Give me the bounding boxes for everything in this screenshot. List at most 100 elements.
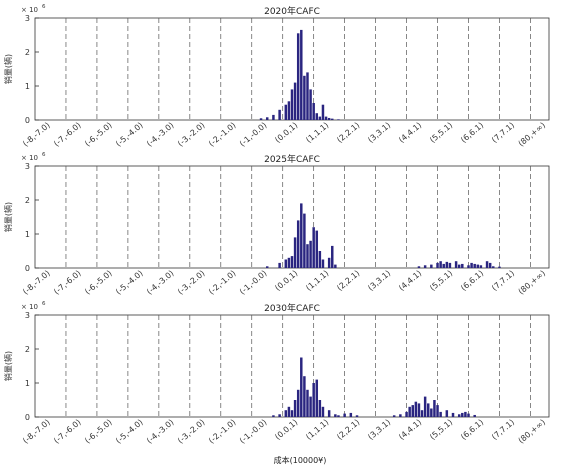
bar-33: [436, 405, 439, 417]
bar-28: [420, 410, 424, 417]
bar-18: [327, 117, 331, 120]
bar-38: [461, 412, 464, 417]
bar-1: [278, 414, 281, 417]
bar-18: [343, 413, 346, 417]
bar-17: [337, 415, 340, 417]
chart-title: 2030年CAFC: [264, 302, 320, 314]
bar-29: [467, 265, 470, 268]
y-tick-label: 2: [25, 48, 30, 57]
bar-37: [457, 414, 461, 417]
bar-40: [467, 413, 470, 417]
bar-12: [315, 230, 319, 268]
bar-32: [476, 264, 480, 268]
bar-0: [259, 118, 263, 120]
bar-13: [318, 400, 322, 417]
y-tick-label: 1: [25, 379, 30, 388]
y-multiplier-exponent: 6: [42, 4, 46, 10]
bar-25: [411, 405, 414, 417]
bar-27: [417, 403, 421, 417]
bar-20: [430, 264, 433, 268]
bar-34: [485, 261, 489, 268]
bar-0: [272, 415, 275, 417]
y-tick-label: 1: [25, 230, 30, 239]
y-tick-label: 3: [25, 162, 30, 171]
bar-7: [300, 357, 303, 417]
bar-5: [287, 101, 291, 120]
bar-3: [287, 257, 291, 268]
bar-27: [457, 264, 461, 268]
bar-24: [445, 261, 449, 268]
bar-20: [355, 415, 359, 417]
bar-19: [349, 412, 353, 417]
bar-32: [433, 400, 436, 417]
bar-8: [296, 33, 300, 120]
x-axis-label: 成本(10000¥): [274, 455, 327, 465]
bar-9: [300, 29, 303, 120]
bar-17: [334, 264, 337, 268]
bar-30: [470, 262, 473, 268]
bar-3: [287, 406, 291, 417]
bar-3: [278, 109, 281, 120]
bar-7: [300, 203, 303, 268]
bar-8: [303, 376, 306, 417]
bar-26: [414, 401, 418, 417]
y-tick-label: 3: [25, 14, 30, 23]
bar-22: [439, 261, 442, 268]
bar-1: [265, 117, 269, 120]
bar-39: [464, 411, 467, 417]
y-multiplier: × 10: [21, 303, 38, 311]
bar-1: [278, 262, 281, 268]
bar-21: [436, 262, 439, 268]
y-tick-label: 1: [25, 82, 30, 91]
bar-28: [461, 263, 464, 268]
bar-31: [473, 263, 476, 268]
bar-16: [331, 245, 334, 268]
bar-9: [306, 244, 309, 268]
bar-0: [265, 266, 269, 268]
bar-19: [331, 118, 334, 120]
y-tick-label: 0: [25, 264, 30, 273]
y-axis-label: 销量(辆): [3, 351, 13, 381]
y-axis-label: 销量(辆): [3, 202, 13, 232]
bar-4: [290, 410, 294, 417]
bar-5: [293, 400, 297, 417]
bar-18: [417, 266, 421, 268]
bar-11: [312, 383, 315, 417]
bar-6: [296, 389, 300, 417]
bar-33: [479, 265, 483, 268]
y-multiplier: × 10: [21, 6, 38, 14]
y-tick-label: 0: [25, 116, 30, 125]
bar-29: [423, 396, 427, 417]
bar-6: [290, 89, 294, 120]
bar-10: [309, 396, 312, 417]
bar-31: [430, 408, 433, 417]
bar-20: [337, 119, 340, 120]
bar-25: [448, 262, 452, 268]
bar-2: [284, 259, 288, 268]
bar-13: [312, 103, 315, 120]
y-tick-label: 2: [25, 196, 30, 205]
bar-37: [498, 266, 501, 268]
bar-12: [309, 89, 312, 120]
y-tick-label: 0: [25, 413, 30, 422]
bar-36: [451, 412, 455, 417]
bar-23: [442, 263, 445, 268]
bar-5: [293, 237, 297, 268]
plot-area: [34, 314, 550, 418]
bar-4: [284, 104, 288, 120]
bar-15: [327, 410, 331, 417]
y-tick-label: 2: [25, 345, 30, 354]
bar-6: [296, 220, 300, 268]
bar-34: [439, 411, 442, 417]
bar-35: [445, 410, 449, 417]
bar-15: [318, 116, 322, 120]
plot-area: [34, 165, 550, 269]
y-tick-label: 3: [25, 311, 30, 320]
y-multiplier-exponent: 6: [42, 152, 46, 158]
bar-16: [334, 414, 337, 417]
bar-10: [309, 240, 312, 268]
bar-4: [290, 256, 294, 268]
bar-11: [312, 227, 315, 268]
bar-2: [284, 410, 288, 417]
